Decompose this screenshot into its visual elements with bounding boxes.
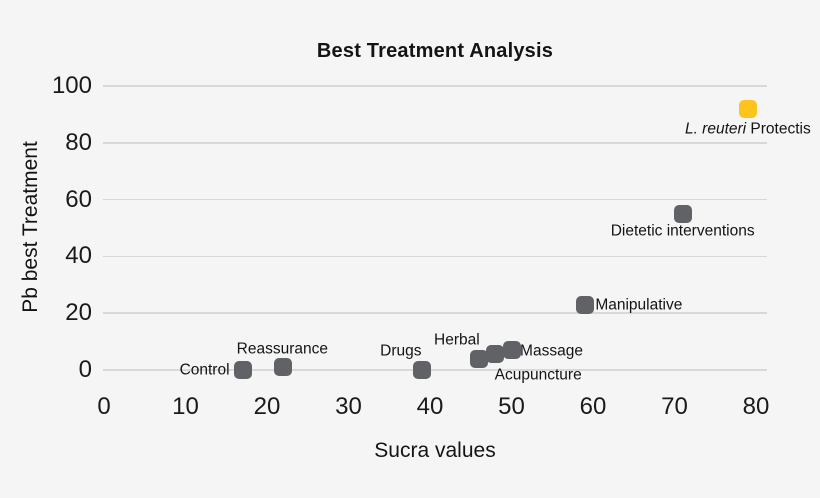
point-dietetic-interventions [673,204,692,223]
point-label-control: Control [179,361,230,379]
point-drugs [412,361,431,379]
point-reassurance [274,358,293,377]
point-herbal [469,349,488,368]
gridline-y-80 [103,142,767,144]
gridline-y-0 [103,369,767,371]
x-tick-label-0: 0 [97,393,111,420]
gridline-y-60 [103,198,767,201]
point-label-reassurance: Reassurance [236,340,328,358]
point-l-reuteri-protectis [738,99,757,118]
point-label-massage: Massage [520,342,583,360]
chart-title: Best Treatment Analysis [316,40,554,62]
x-tick-label-70: 70 [661,393,688,420]
x-tick-label-30: 30 [335,393,362,420]
x-tick-label-60: 60 [579,393,607,420]
x-tick-label-40: 40 [416,393,444,420]
y-tick-label-100: 100 [51,72,92,99]
y-tick-label-20: 20 [65,299,92,327]
point-label-acupuncture: Acupuncture [494,366,582,384]
gridline-y-40 [103,255,767,258]
y-tick-label-40: 40 [65,242,92,270]
point-acupuncture [486,345,505,364]
y-tick-label-60: 60 [65,185,92,213]
y-tick-label-80: 80 [65,128,92,156]
gridline-y-20 [103,312,767,314]
x-tick-label-20: 20 [253,393,281,420]
y-axis-title: Pb best Treatment [19,141,42,313]
point-label-herbal: Herbal [434,330,480,348]
y-tick-label-0: 0 [78,356,92,383]
point-label-dietetic-interventions: Dietetic interventions [610,222,755,240]
x-axis-title: Sucra values [374,439,496,462]
point-massage [502,341,521,360]
point-manipulative [575,295,594,314]
point-label-drugs: Drugs [380,342,422,360]
gridline-y-100 [103,85,767,87]
point-label-l-reuteri-protectis: L. reuteri Protectis [684,119,811,137]
x-tick-label-10: 10 [172,393,199,420]
x-tick-label-80: 80 [742,393,770,420]
point-label-manipulative: Manipulative [595,295,683,313]
point-control [233,361,252,379]
x-tick-label-50: 50 [498,393,525,420]
